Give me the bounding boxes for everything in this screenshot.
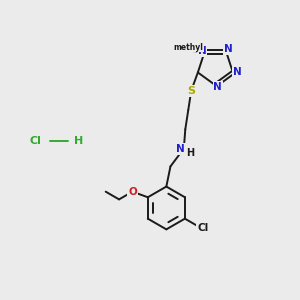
Text: H: H: [74, 136, 83, 146]
Text: N: N: [224, 44, 233, 55]
Text: N: N: [233, 68, 242, 77]
Text: Cl: Cl: [30, 136, 41, 146]
Text: N: N: [198, 46, 207, 56]
Text: N: N: [176, 144, 185, 154]
Text: O: O: [128, 187, 137, 197]
Text: methyl: methyl: [173, 43, 203, 52]
Text: methyl: methyl: [181, 46, 196, 50]
Text: N: N: [213, 82, 222, 92]
Text: H: H: [186, 148, 194, 158]
Text: Cl: Cl: [197, 224, 208, 233]
Text: S: S: [187, 85, 195, 96]
